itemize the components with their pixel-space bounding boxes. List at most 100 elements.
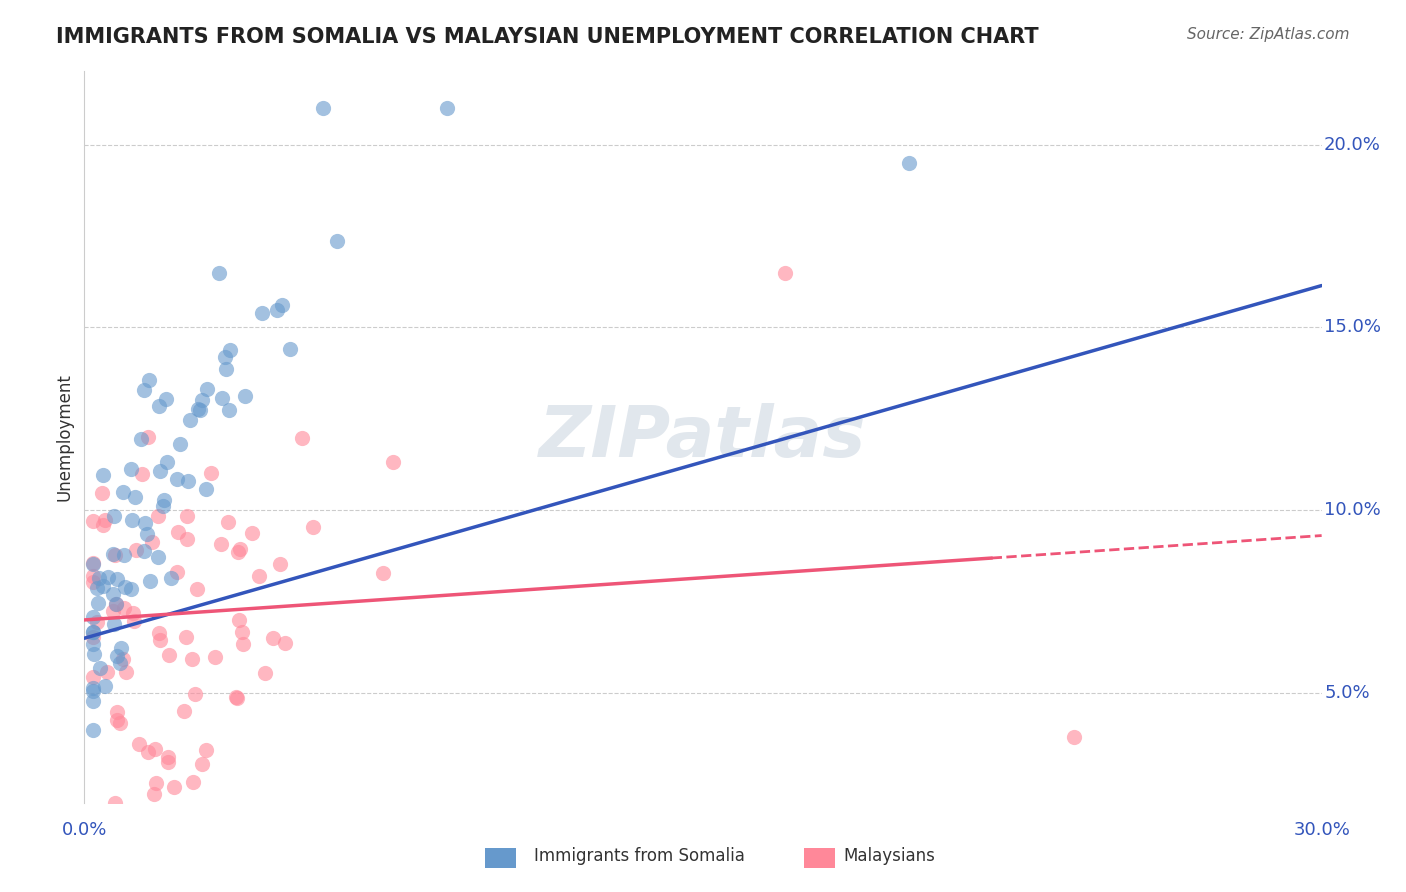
Point (145, 742, 167, 756)
Point (311, 101, 333, 115)
Point (176, 509, 198, 524)
Point (132, 383, 155, 397)
Point (108, 716, 131, 731)
Point (214, 351, 236, 365)
Point (253, 666, 276, 681)
Point (82, 558, 104, 572)
Point (91, 518, 114, 533)
Point (174, 631, 197, 645)
Point (82, 624, 104, 639)
Point (145, 776, 167, 790)
Point (86, 615, 108, 630)
Point (179, 412, 201, 426)
Point (87, 596, 110, 610)
Point (209, 537, 232, 551)
Point (217, 515, 239, 529)
Point (228, 614, 250, 628)
Point (91, 468, 114, 483)
Point (157, 749, 180, 764)
Point (188, 403, 211, 417)
Point (112, 600, 135, 615)
Point (371, 566, 394, 580)
Point (93, 513, 115, 527)
Point (229, 541, 252, 556)
Point (90, 486, 112, 500)
Point (381, 455, 404, 469)
Point (262, 631, 284, 645)
Point (83, 647, 105, 661)
Point (194, 743, 217, 757)
Point (138, 373, 160, 387)
Point (129, 432, 152, 446)
Point (157, 648, 180, 663)
Point (103, 548, 125, 562)
Point (160, 570, 183, 584)
Point (136, 527, 159, 541)
Point (270, 298, 292, 312)
Point (96, 665, 118, 679)
Point (302, 520, 325, 534)
Text: Immigrants from Somalia: Immigrants from Somalia (534, 847, 745, 865)
Point (146, 509, 169, 524)
Point (114, 580, 136, 594)
Text: 10.0%: 10.0% (1324, 501, 1381, 519)
Point (108, 656, 131, 670)
Point (111, 485, 134, 500)
Point (195, 482, 218, 496)
Point (122, 606, 145, 620)
Point (110, 640, 132, 655)
Point (82, 630, 104, 644)
Point (104, 796, 127, 810)
Point (218, 403, 240, 417)
Point (225, 690, 247, 705)
Point (173, 704, 195, 718)
Point (101, 587, 124, 601)
Point (89, 661, 111, 675)
Text: 5.0%: 5.0% (1324, 684, 1369, 702)
Point (204, 650, 226, 665)
Point (180, 652, 202, 666)
Point (231, 625, 253, 640)
Point (186, 582, 208, 596)
Point (82, 610, 104, 624)
Point (82, 624, 104, 639)
Point (169, 437, 191, 451)
Point (82, 556, 104, 570)
Point (149, 464, 172, 478)
Point (128, 737, 150, 751)
Point (232, 637, 254, 651)
Point (120, 462, 142, 476)
Point (280, 343, 302, 357)
Point (166, 565, 188, 579)
Point (157, 756, 180, 770)
Point (136, 430, 159, 444)
Point (148, 399, 170, 413)
Point (215, 362, 238, 376)
Point (155, 392, 177, 407)
FancyBboxPatch shape (1375, 195, 1406, 277)
Point (107, 649, 129, 664)
Point (105, 705, 128, 719)
Point (82, 637, 104, 651)
Point (82, 568, 104, 582)
Point (120, 582, 142, 596)
Point (82, 694, 104, 708)
Point (104, 597, 127, 611)
Point (111, 652, 134, 666)
Point (211, 392, 233, 406)
Point (233, 390, 256, 404)
Point (181, 774, 204, 789)
Point (266, 302, 288, 317)
Text: ZIPatlas: ZIPatlas (540, 402, 866, 472)
Text: 30.0%: 30.0% (1294, 821, 1350, 839)
Point (104, 549, 127, 563)
Point (156, 455, 179, 469)
Point (114, 665, 136, 679)
Point (101, 604, 124, 618)
Point (146, 549, 169, 564)
Point (247, 569, 270, 583)
Point (166, 472, 188, 486)
Point (219, 343, 242, 357)
Point (269, 558, 291, 572)
Point (163, 780, 186, 794)
